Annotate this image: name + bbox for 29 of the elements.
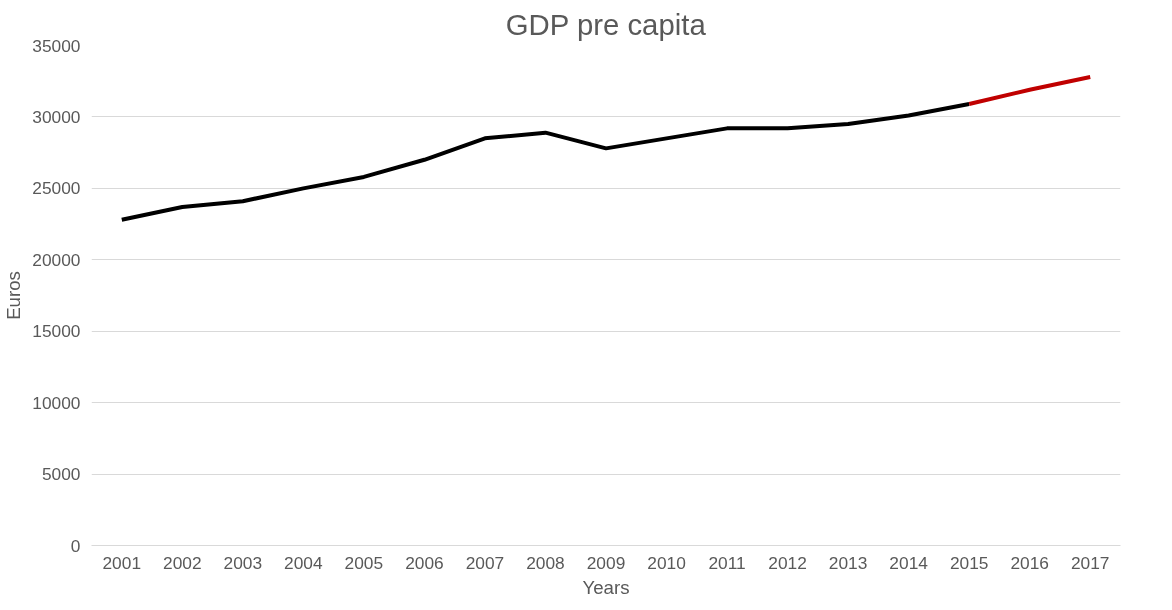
x-tick-label: 2002 — [163, 552, 202, 573]
x-tick-label: 2016 — [1010, 552, 1049, 573]
x-tick-label: 2008 — [526, 552, 565, 573]
x-axis-title: Years — [582, 576, 630, 598]
y-tick-label: 30000 — [32, 106, 81, 127]
x-tick-label: 2010 — [647, 552, 686, 573]
x-tick-label: 2009 — [586, 552, 626, 573]
x-tick-label: 2014 — [889, 552, 929, 573]
x-tick-label: 2003 — [223, 552, 263, 573]
x-tick-label: 2011 — [708, 552, 746, 573]
y-tick-label: 20000 — [32, 249, 81, 270]
y-tick-label: 0 — [70, 535, 81, 556]
y-tick-label: 35000 — [32, 35, 81, 56]
y-tick-label: 10000 — [32, 392, 81, 413]
y-tick-label: 5000 — [41, 464, 81, 485]
y-tick-label: 25000 — [32, 178, 81, 199]
line-series — [119, 102, 972, 222]
x-tick-label: 2017 — [1070, 552, 1110, 573]
x-tick-label: 2007 — [465, 552, 505, 573]
x-tick-label: 2006 — [405, 552, 444, 573]
x-tick-label: 2015 — [949, 552, 989, 573]
x-tick-label: 2005 — [344, 552, 384, 573]
x-tick-label: 2001 — [102, 552, 142, 573]
chart-title: GDP pre capita — [505, 7, 707, 41]
y-tick-label: 15000 — [32, 321, 81, 342]
x-tick-label: 2013 — [828, 552, 868, 573]
y-axis-title: Euros — [3, 271, 25, 320]
x-tick-label: 2012 — [768, 552, 807, 573]
x-tick-label: 2004 — [284, 552, 323, 573]
